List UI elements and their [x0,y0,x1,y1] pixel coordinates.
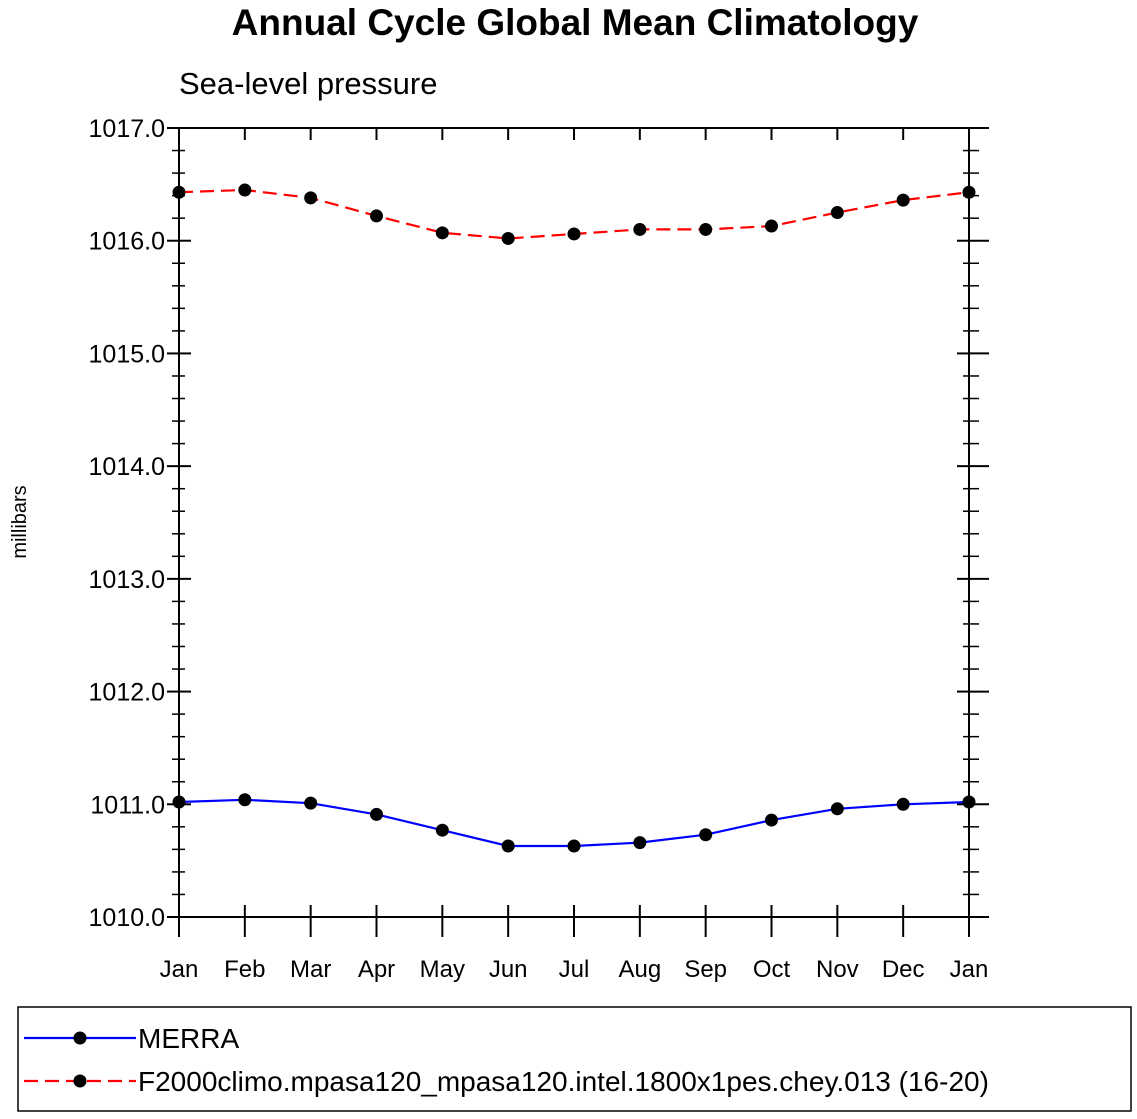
series-line-0 [178,798,970,848]
x-tick-label: Sep [684,956,727,983]
data-point-series-0 [896,797,910,811]
x-tick-label: Apr [358,956,395,983]
y-tick-label: 1017.0 [89,115,165,143]
data-point-series-0 [765,813,778,827]
legend-label: MERRA [138,1023,239,1054]
x-tick-label: Jan [950,956,989,983]
data-point-series-0 [830,802,844,816]
data-point-series-1 [567,227,581,241]
data-point-series-0 [370,807,383,821]
legend-swatch-marker [73,1031,87,1045]
legend: MERRA F2000climo.mpasa120_mpasa120.intel.… [17,1006,1132,1112]
legend-item-0: MERRA [24,1023,239,1054]
x-tick-labels: Jan Feb Mar Apr May Jun Jul Aug Sep Oct Nov Dec Jan [160,956,989,983]
data-point-series-1 [238,183,252,197]
data-point-series-1 [370,209,383,223]
y-tick-label: 1014.0 [89,453,165,481]
x-tick-label: Jan [160,956,199,983]
data-point-series-1 [501,231,515,245]
legend-swatch-marker [73,1074,87,1088]
axis-ticks [167,127,989,937]
y-tick-label: 1010.0 [89,904,165,932]
minor-tick-marks [172,149,979,896]
data-point-series-0 [304,796,318,810]
data-point-series-0 [501,839,515,853]
y-tick-label: 1016.0 [89,228,165,256]
x-tick-label: Feb [224,956,265,983]
data-point-series-0 [699,828,713,842]
legend-box [17,1006,1132,1112]
chart-subtitle: Sea-level pressure [179,66,437,101]
data-point-series-1 [699,222,713,236]
data-point-series-0 [435,823,449,837]
data-point-series-1 [896,193,910,207]
y-tick-label: 1013.0 [89,566,165,594]
x-tick-label: Nov [816,956,859,983]
y-tick-labels: 1010.0 1011.0 1012.0 1013.0 1014.0 1015.0 1016… [89,115,165,932]
data-point-series-0 [567,839,581,853]
y-axis-label: millibars [9,485,31,558]
data-point-series-0 [238,793,252,807]
plot-frame [178,127,970,918]
data-point-series-1 [765,219,778,233]
x-tick-label: May [420,956,465,983]
data-point-series-1 [633,222,647,236]
legend-item-1: F2000climo.mpasa120_mpasa120.intel.1800x… [24,1066,989,1097]
x-tick-label: Jul [559,956,590,983]
x-tick-label: Aug [618,956,661,983]
x-tick-label: Oct [753,956,791,983]
y-tick-label: 1015.0 [89,340,165,368]
chart-title: Annual Cycle Global Mean Climatology [232,2,919,43]
x-tick-label: Mar [290,956,331,983]
x-tick-label: Dec [882,956,925,983]
data-point-series-1 [304,191,318,205]
data-point-series-1 [830,206,844,220]
legend-label: F2000climo.mpasa120_mpasa120.intel.1800x… [138,1066,989,1097]
series-lines [178,188,970,848]
data-point-series-1 [435,226,449,240]
y-tick-label: 1012.0 [89,679,165,707]
x-tick-label: Jun [489,956,528,983]
series-markers [172,183,976,853]
y-tick-label: 1011.0 [90,791,165,819]
data-point-series-0 [633,836,647,850]
